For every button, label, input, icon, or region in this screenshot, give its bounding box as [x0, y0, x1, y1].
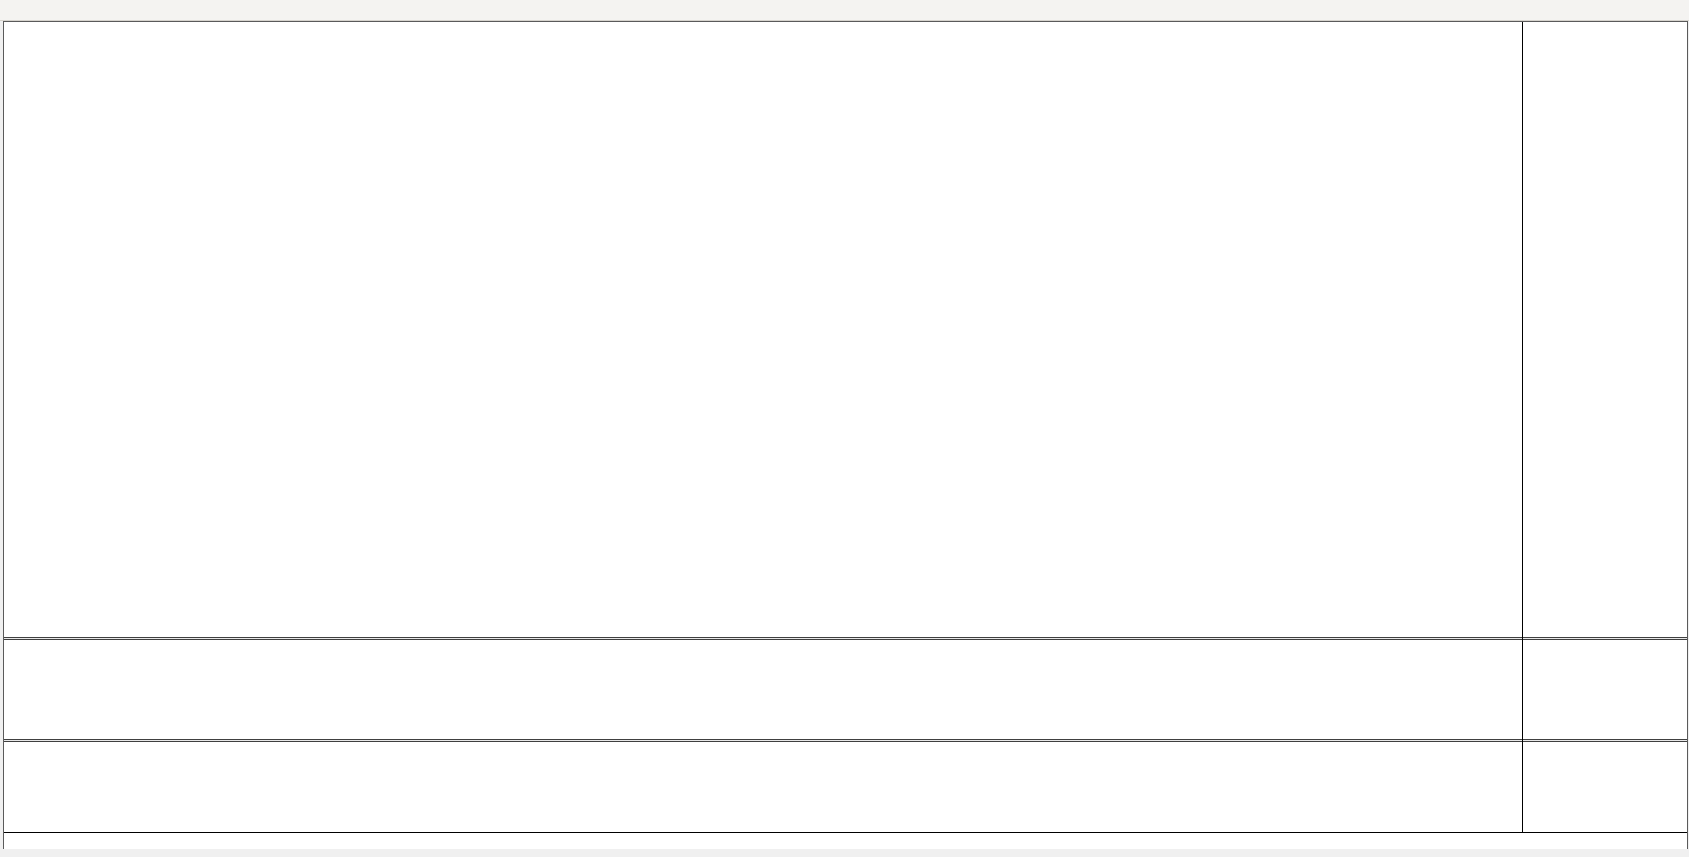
chart-title	[11, 26, 15, 38]
pane-splitter[interactable]	[4, 637, 1687, 640]
time-axis[interactable]	[4, 832, 1687, 849]
pane-splitter[interactable]	[4, 739, 1687, 742]
toolbar	[0, 0, 1689, 21]
price-axis-border	[1522, 22, 1523, 832]
chart-window[interactable]	[3, 21, 1688, 849]
